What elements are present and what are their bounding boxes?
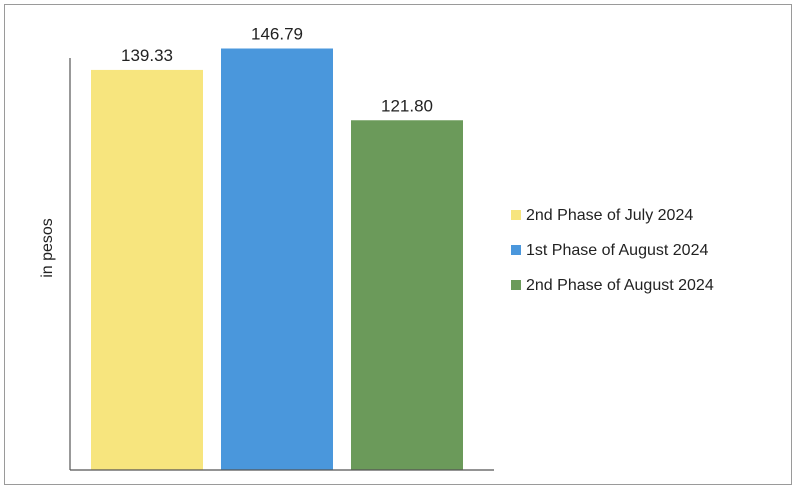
- y-axis-title: in pesos: [39, 218, 56, 278]
- legend: 2nd Phase of July 2024 1st Phase of Augus…: [511, 207, 714, 294]
- bar-value-label-2: 146.79: [251, 25, 303, 44]
- bar-3: [351, 120, 463, 470]
- legend-swatch-1: [511, 210, 521, 220]
- legend-label-2: 1st Phase of August 2024: [526, 242, 708, 259]
- legend-label-3: 2nd Phase of August 2024: [526, 277, 714, 294]
- bar-value-label-3: 121.80: [381, 96, 433, 115]
- bar-2: [221, 48, 333, 470]
- legend-label-1: 2nd Phase of July 2024: [526, 207, 693, 224]
- legend-swatch-3: [511, 280, 521, 290]
- bar-1: [91, 69, 203, 470]
- bar-value-label-1: 139.33: [121, 46, 173, 65]
- bars-group: 139.33 146.79 121.80: [91, 25, 463, 470]
- legend-swatch-2: [511, 245, 521, 255]
